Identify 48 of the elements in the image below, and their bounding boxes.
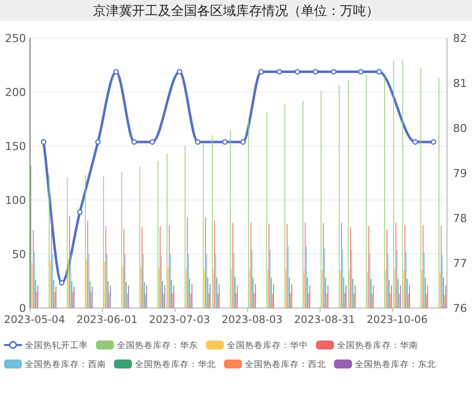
legend-label: 全国热卷库存：西北	[245, 359, 326, 370]
legend-label: 全国热卷库存：华中	[227, 340, 308, 352]
point	[131, 139, 138, 145]
point	[276, 68, 282, 75]
chart-title: 京津冀开工及全国各区域库存情况（单位：万吨）	[93, 4, 379, 19]
x-tick-label: 2023-06-01	[76, 314, 138, 326]
legend-label: 全国热卷库存：华北	[135, 359, 216, 370]
x-tick-label: 2023-08-03	[222, 314, 283, 326]
y2-tick-label: 81	[453, 77, 467, 90]
point	[176, 68, 182, 75]
point	[312, 68, 318, 75]
point	[430, 139, 436, 145]
point	[240, 139, 246, 145]
y2-tick-label: 82	[453, 32, 467, 45]
point	[222, 139, 228, 145]
x-tick-label: 2023-08-31	[294, 314, 356, 326]
point	[294, 68, 300, 75]
legend-label: 全国热卷库存：华东	[117, 340, 198, 352]
y-tick-label: 100	[5, 194, 26, 207]
point	[77, 209, 83, 215]
y2-tick-label: 77	[453, 257, 467, 270]
legend-label: 全国热卷库存：华南	[337, 340, 418, 352]
y2-tick-label: 76	[453, 302, 467, 315]
point	[113, 68, 119, 75]
point	[58, 280, 65, 286]
legend-label: 全国热卷库存：西南	[25, 359, 106, 370]
point	[330, 68, 336, 75]
x-tick-label: 2023-05-04	[4, 314, 66, 326]
y-tick-label: 200	[5, 86, 26, 99]
y-tick-label: 150	[5, 140, 26, 153]
y-tick-label: 0	[19, 302, 26, 315]
point	[412, 139, 418, 145]
y-tick-label: 250	[5, 32, 26, 45]
y2-tick-label: 79	[453, 167, 467, 180]
point	[376, 68, 382, 75]
point	[358, 68, 364, 75]
x-tick-label: 2023-07-03	[149, 314, 210, 326]
y2-tick-label: 80	[453, 122, 467, 135]
point	[194, 139, 201, 145]
point	[40, 139, 46, 145]
point	[258, 68, 264, 75]
y-tick-label: 50	[12, 248, 26, 261]
point	[150, 139, 156, 145]
legend-label: 全国热卷库存：东北	[355, 359, 436, 370]
legend-label: 全国热轧开工率	[25, 340, 88, 352]
y2-tick-label: 78	[453, 212, 467, 225]
x-tick-label: 2023-10-06	[366, 314, 428, 326]
point	[95, 139, 101, 145]
